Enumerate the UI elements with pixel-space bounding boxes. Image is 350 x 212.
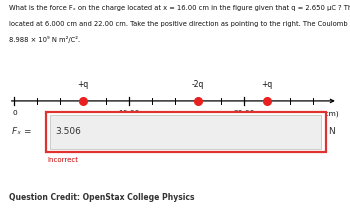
Text: -2q: -2q [192,81,204,89]
Text: What is the force Fₓ on the charge located at x = 16.00 cm in the figure given t: What is the force Fₓ on the charge locat… [9,5,350,11]
Text: Incorrect: Incorrect [47,157,78,163]
Text: 0: 0 [12,110,17,116]
Text: x (cm): x (cm) [315,110,339,117]
Text: Fₓ =: Fₓ = [12,127,32,137]
Text: located at 6.000 cm and 22.00 cm. Take the positive direction as pointing to the: located at 6.000 cm and 22.00 cm. Take t… [9,21,350,27]
Text: 10.00: 10.00 [118,110,140,116]
Text: 8.988 × 10⁹ N m²/C².: 8.988 × 10⁹ N m²/C². [9,36,80,43]
Text: N: N [328,127,335,137]
Text: 3.506: 3.506 [55,127,81,137]
Text: 20.00: 20.00 [233,110,254,116]
Text: +q: +q [261,81,272,89]
Text: Question Credit: OpenStax College Physics: Question Credit: OpenStax College Physic… [9,193,194,202]
Text: +q: +q [78,81,89,89]
